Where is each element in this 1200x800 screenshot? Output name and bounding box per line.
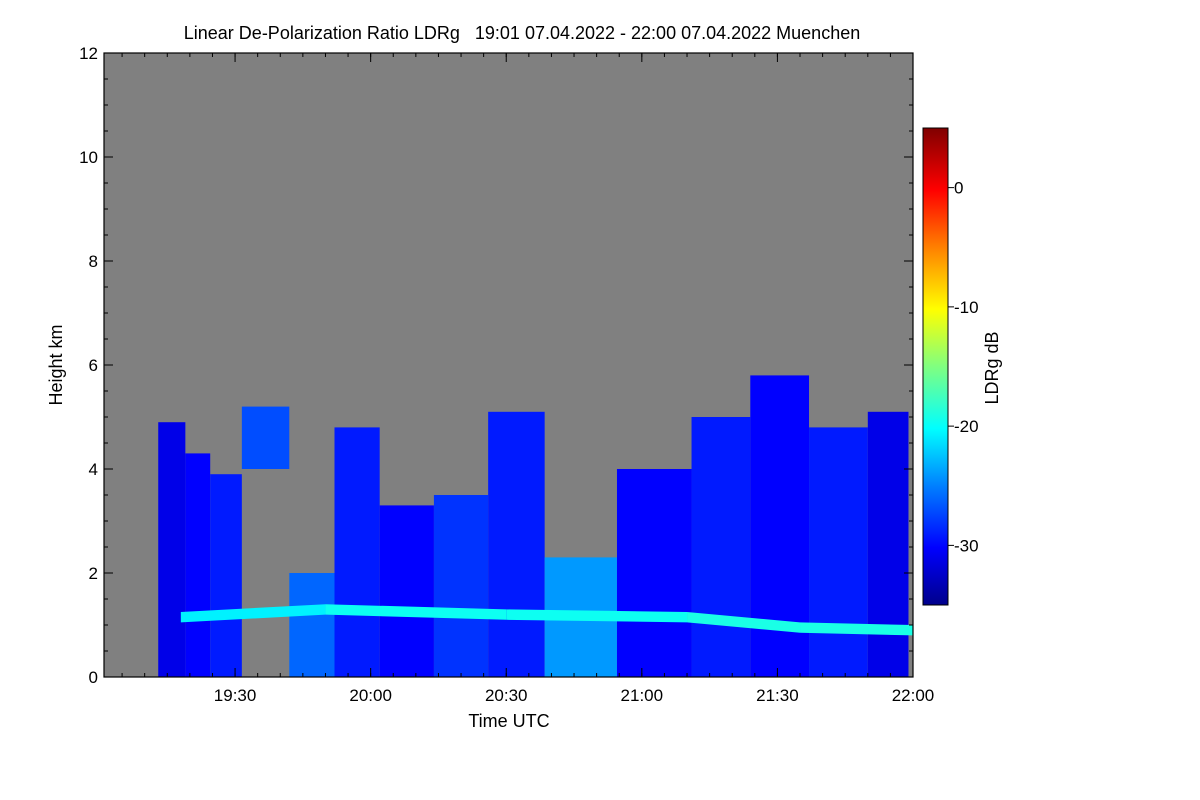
colorbar-tick-label: -20 — [954, 417, 979, 436]
x-tick-label: 22:00 — [892, 686, 935, 705]
colorbar-tick-label: -10 — [954, 298, 979, 317]
x-tick-label: 19:30 — [214, 686, 257, 705]
y-axis: 0 2 4 6 8 10 12 — [79, 44, 913, 687]
y-tick-label: 4 — [89, 460, 98, 479]
x-tick-label: 21:00 — [621, 686, 664, 705]
colorbar-tick-label: -30 — [954, 536, 979, 555]
cloud-column — [867, 411, 909, 677]
y-tick-label: 0 — [89, 668, 98, 687]
cloud-column — [289, 573, 335, 677]
boundary-layer-segment — [506, 609, 688, 623]
colorbar-tick-label: 0 — [954, 179, 963, 198]
chart-title: Linear De-Polarization Ratio LDRg 19:01 … — [184, 23, 860, 43]
x-tick-label: 20:30 — [485, 686, 528, 705]
cloud-column — [241, 406, 290, 469]
cloud-column — [488, 411, 545, 677]
boundary-layer-segment — [325, 604, 507, 620]
colorbar-axis: 0 -10 -20 -30 — [948, 179, 979, 555]
y-tick-label: 12 — [79, 44, 98, 63]
cloud-column — [616, 469, 692, 677]
boundary-layer-segment — [687, 612, 801, 633]
cloud-column — [210, 474, 242, 677]
cloud-column — [158, 422, 186, 677]
x-tick-label: 21:30 — [756, 686, 799, 705]
y-tick-label: 10 — [79, 148, 98, 167]
cloud-column — [809, 427, 868, 677]
colorbar-title: LDRg dB — [982, 331, 1002, 404]
heatmap-area — [158, 375, 913, 677]
cloud-column — [433, 495, 489, 677]
x-axis: 19:30 20:00 20:30 21:00 21:30 22:00 — [121, 53, 935, 705]
x-tick-label: 20:00 — [349, 686, 392, 705]
cloud-column — [691, 417, 751, 677]
cloud-column — [334, 427, 380, 677]
y-axis-title: Height km — [46, 324, 66, 405]
boundary-layer-segment — [180, 604, 326, 623]
y-tick-label: 8 — [89, 252, 98, 271]
y-tick-label: 6 — [89, 356, 98, 375]
y-tick-label: 2 — [89, 564, 98, 583]
x-axis-title: Time UTC — [468, 711, 549, 731]
cloud-column — [185, 453, 211, 677]
boundary-layer-segment — [800, 622, 913, 636]
cloud-column — [379, 505, 434, 677]
colorbar — [922, 127, 949, 606]
